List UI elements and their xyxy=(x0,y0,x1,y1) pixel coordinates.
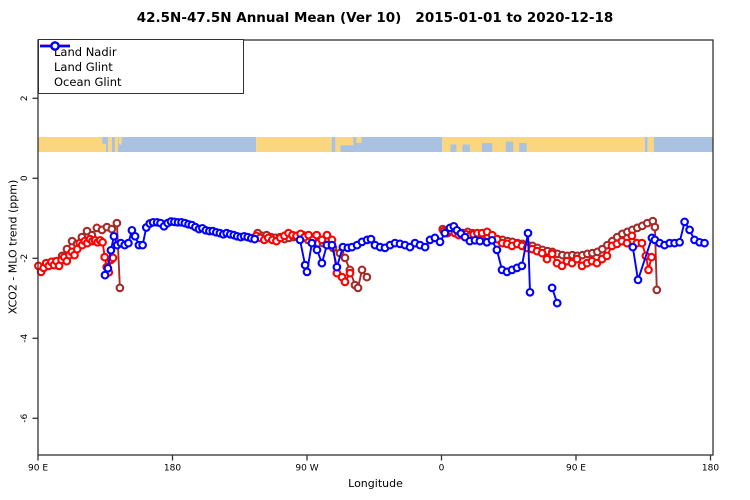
map-strip-patch-ocean xyxy=(102,137,106,144)
map-strip-patch-ocean xyxy=(450,144,457,152)
y-tick-label: -6 xyxy=(20,414,30,423)
map-strip-patch-ocean xyxy=(462,144,470,152)
map-strip-segment-ocean xyxy=(340,137,443,152)
legend: Land Nadir Land Glint Ocean Glint xyxy=(38,39,244,94)
y-tick-label: 2 xyxy=(20,95,30,101)
map-strip-patch-land xyxy=(356,137,362,143)
map-strip-patch-ocean xyxy=(519,143,527,152)
data-series-layer xyxy=(34,216,709,308)
map-strip-segment-ocean xyxy=(653,137,713,152)
x-tick-label: 90 W xyxy=(295,464,318,474)
x-axis-title: Longitude xyxy=(348,477,403,490)
map-strip-segment-land xyxy=(335,137,341,152)
legend-label: Land Glint xyxy=(54,59,113,74)
map-strip-patch-land xyxy=(340,137,354,146)
map-strip-segment-ocean xyxy=(117,137,257,152)
x-tick-label: 180 xyxy=(164,464,181,474)
map-strip-patch-land xyxy=(641,144,645,152)
series-ocean-glint xyxy=(100,217,709,308)
y-tick-label: 0 xyxy=(20,175,30,181)
map-strip-patch-land xyxy=(118,137,122,145)
map-strip-segment-land xyxy=(647,137,654,152)
world-map-strip xyxy=(38,137,713,152)
axes-layer: 90 E 180 90 W 0 90 E 180 2 0 -2 -4 -6 xyxy=(20,95,719,473)
map-strip-segment-land xyxy=(442,137,645,152)
map-strip-patch-ocean xyxy=(505,141,514,152)
y-tick-label: -2 xyxy=(20,254,30,263)
legend-item-ocean-glint: Ocean Glint xyxy=(40,41,235,89)
map-strip-segment-land xyxy=(114,137,118,152)
map-strip-segment-ocean xyxy=(331,137,336,152)
map-strip-patch-ocean xyxy=(481,143,493,152)
x-tick-label: 90 E xyxy=(28,464,48,474)
chart-title: 42.5N-47.5N Annual Mean (Ver 10) 2015-01… xyxy=(136,10,614,26)
map-strip-segment-ocean xyxy=(111,137,115,152)
legend-label: Ocean Glint xyxy=(54,74,122,89)
map-strip-segment-land xyxy=(256,137,332,152)
y-tick-label: -4 xyxy=(20,334,30,343)
x-tick-label: 180 xyxy=(702,464,719,474)
x-tick-label: 90 E xyxy=(566,464,586,474)
x-tick-label: 0 xyxy=(439,464,445,474)
map-strip-segment-ocean xyxy=(644,137,648,152)
map-strip-segment-land xyxy=(108,137,112,152)
legend-item-land-nadir: Land Nadir xyxy=(40,41,235,59)
legend-item-land-glint: Land Glint xyxy=(40,41,235,74)
map-strip-segment-land xyxy=(38,137,106,152)
plot-border xyxy=(37,39,714,456)
ocean-glint-line-circle-icon xyxy=(40,41,70,51)
y-axis-title: XCO2 - MLO trend (ppm) xyxy=(6,179,20,315)
series-land-nadir xyxy=(49,216,662,295)
legend-label: Land Nadir xyxy=(54,44,117,59)
map-strip-segment-ocean xyxy=(105,137,109,152)
